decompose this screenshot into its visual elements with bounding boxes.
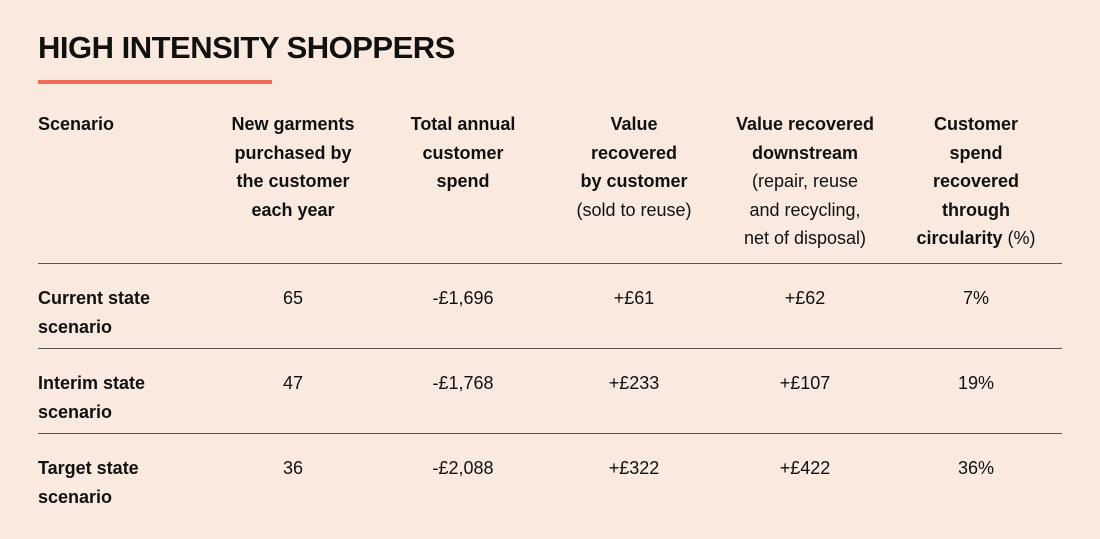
header-total-spend: Total annual customer spend xyxy=(410,114,516,191)
header-value-recovered-downstream: Value recovered downstream (repair, reus… xyxy=(735,114,875,248)
scenario-label: Interim state scenario xyxy=(38,373,146,422)
value-downstream: +£107 xyxy=(779,373,831,393)
circularity-value: 19% xyxy=(957,373,995,393)
circularity-value: 36% xyxy=(957,458,995,478)
header-value-recovered-customer: Value recovered by customer (sold to reu… xyxy=(576,114,692,220)
spend-value: -£1,768 xyxy=(432,373,494,393)
table-row: Current state scenario 65 -£1,696 +£61 +… xyxy=(38,264,1062,349)
scenario-label: Target state scenario xyxy=(38,458,139,507)
spend-value: -£1,696 xyxy=(432,288,494,308)
table-header-row: Scenario New garments purchased by the c… xyxy=(38,110,1062,264)
table-row: Interim state scenario 47 -£1,768 +£233 … xyxy=(38,349,1062,434)
garments-value: 65 xyxy=(282,288,304,308)
header-scenario: Scenario xyxy=(38,114,115,134)
scenario-label: Current state scenario xyxy=(38,288,151,337)
page-title: HIGH INTENSITY SHOPPERS xyxy=(38,30,455,65)
value-customer: +£233 xyxy=(608,373,660,393)
value-downstream: +£422 xyxy=(779,458,831,478)
value-downstream: +£62 xyxy=(784,288,826,308)
value-customer: +£322 xyxy=(608,458,660,478)
garments-value: 47 xyxy=(282,373,304,393)
spend-value: -£2,088 xyxy=(432,458,494,478)
value-customer: +£61 xyxy=(613,288,655,308)
title-accent-bar xyxy=(38,80,272,84)
scenario-table: Scenario New garments purchased by the c… xyxy=(38,110,1062,519)
garments-value: 36 xyxy=(282,458,304,478)
circularity-value: 7% xyxy=(962,288,989,308)
table-row: Target state scenario 36 -£2,088 +£322 +… xyxy=(38,434,1062,519)
header-new-garments: New garments purchased by the customer e… xyxy=(231,114,355,220)
header-circularity: Customer spend recovered through circula… xyxy=(916,114,1036,248)
